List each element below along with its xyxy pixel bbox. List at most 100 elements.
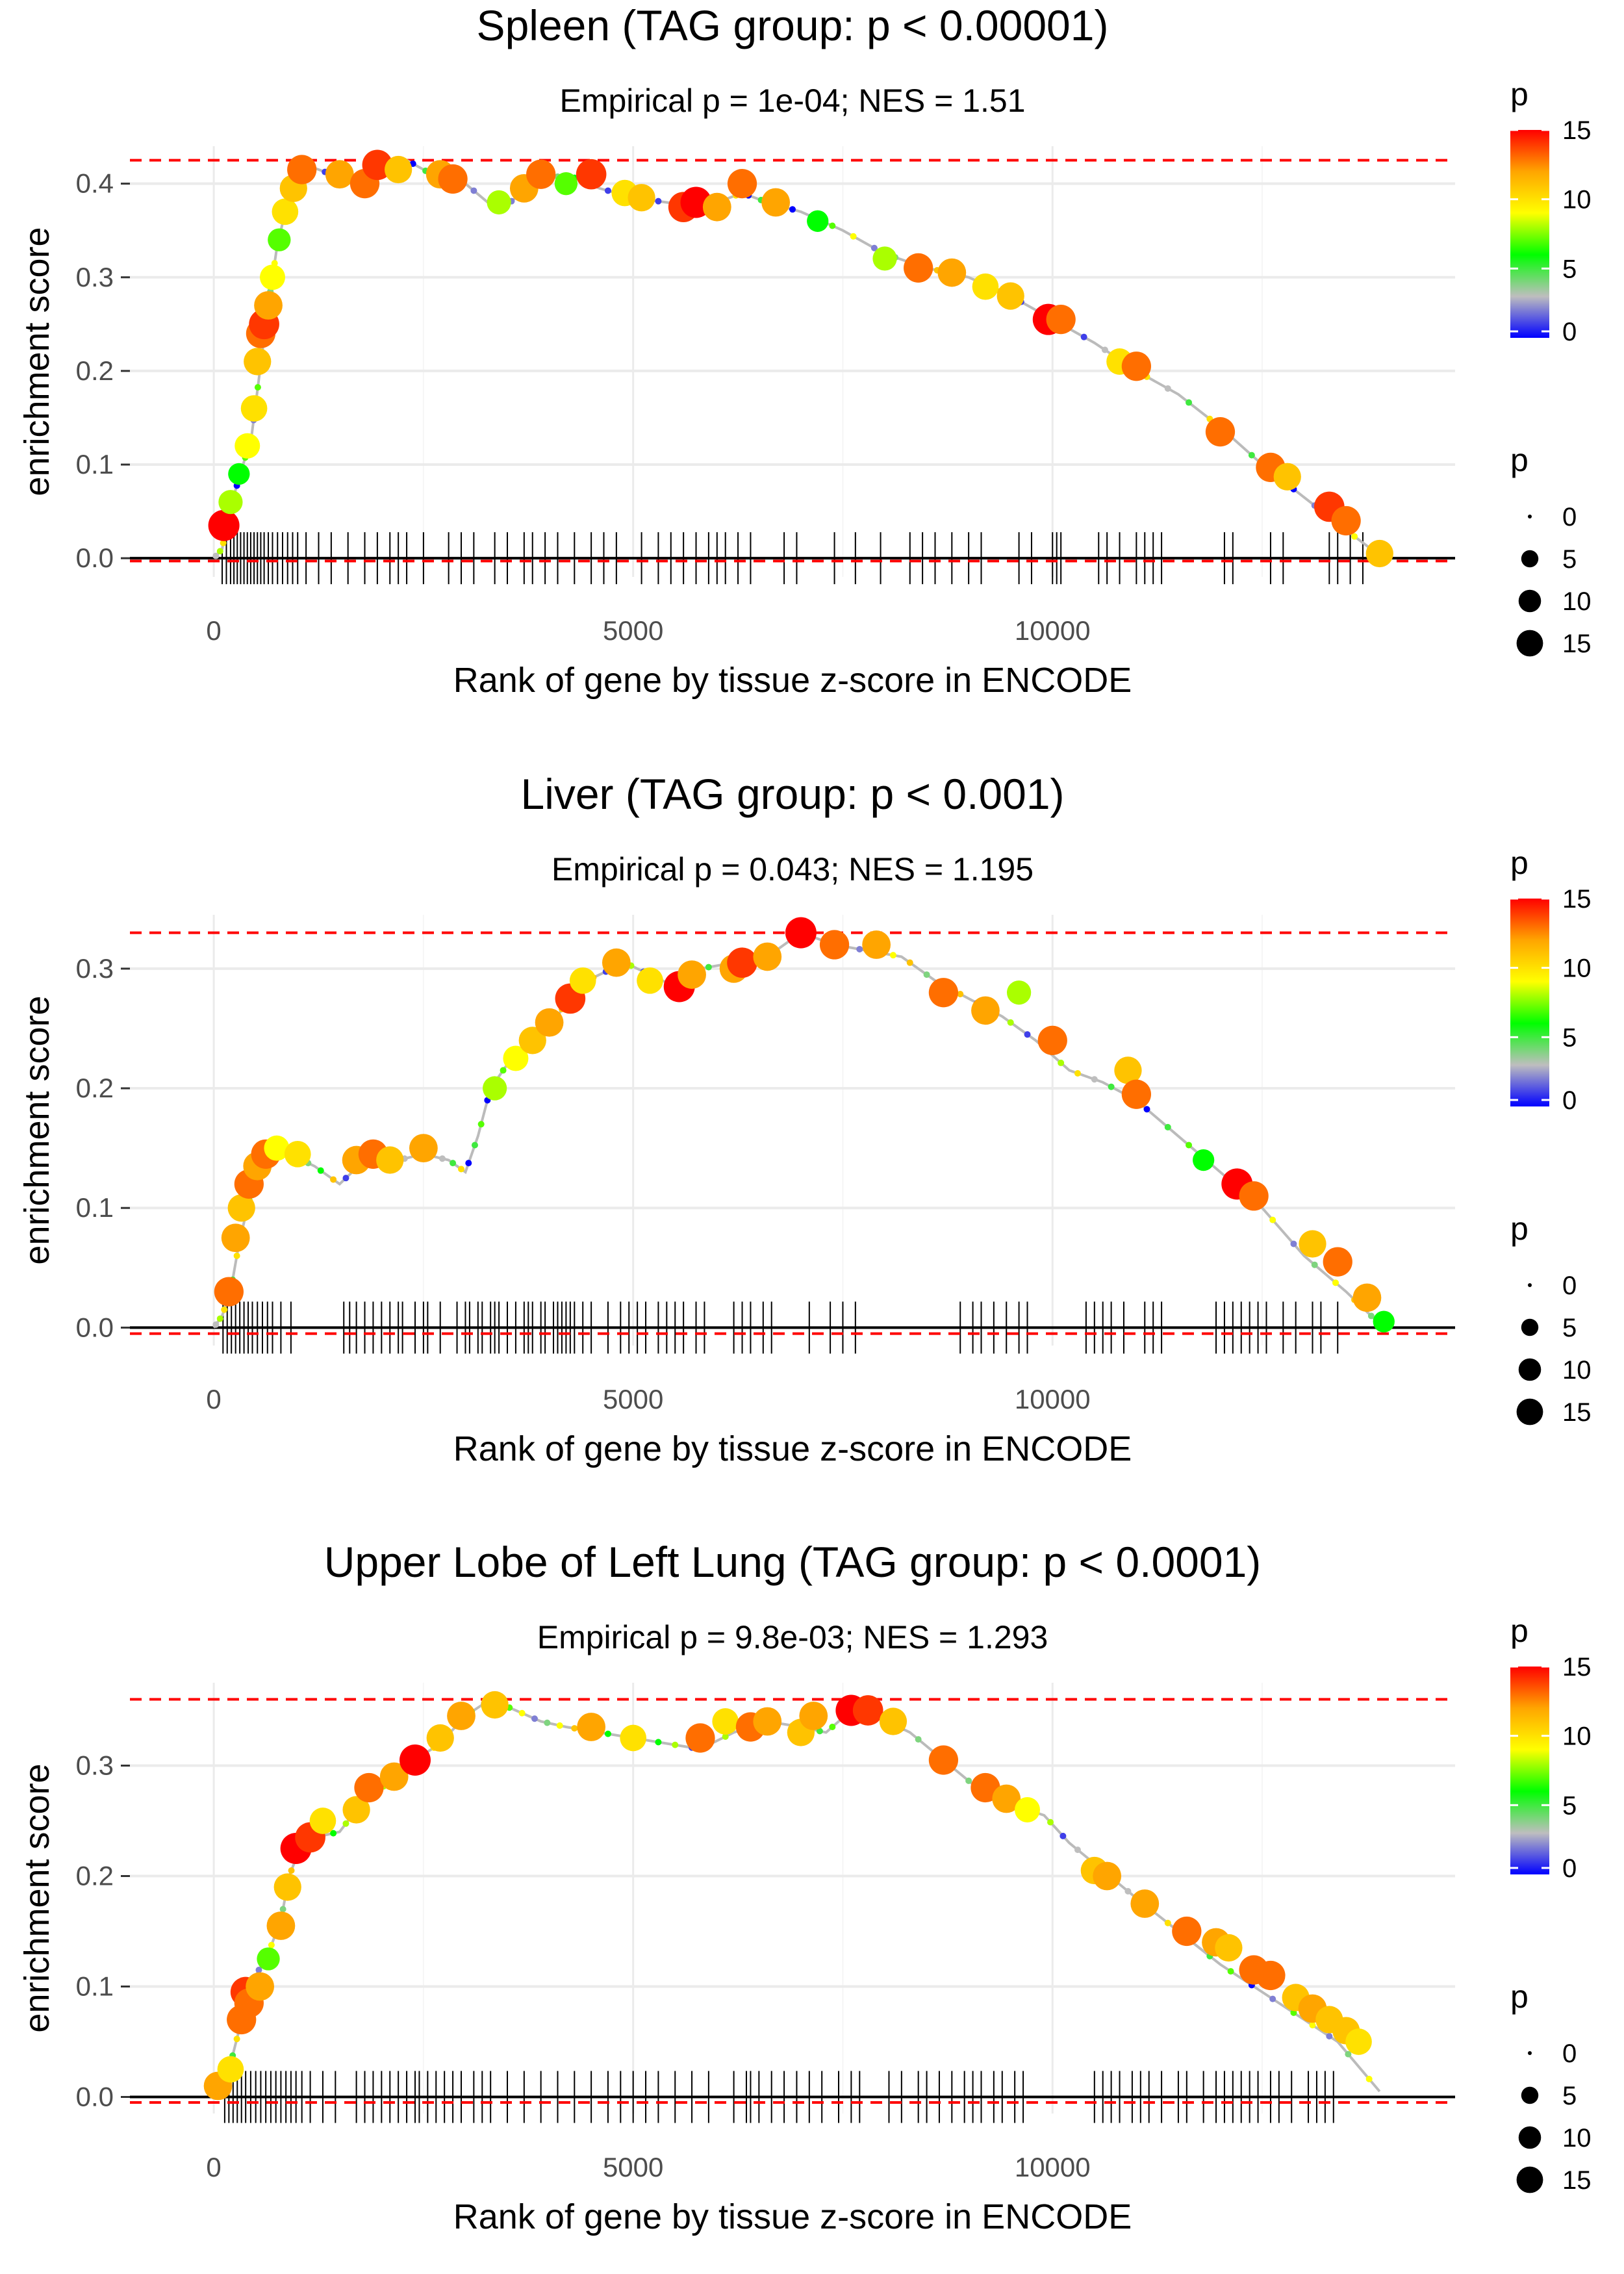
curve-dot [1186,399,1193,406]
data-point [1256,1960,1286,1991]
chart-title: Spleen (TAG group: p < 0.00001) [477,1,1109,49]
curve-dot [1351,533,1358,540]
color-legend-label: 15 [1562,885,1592,913]
data-point [1299,1230,1326,1258]
x-tick-label: 10000 [1015,1384,1091,1414]
data-point [1273,463,1301,491]
size-legend-label: 15 [1562,630,1592,658]
data-point [799,1702,828,1730]
curve-dot [1164,1123,1171,1131]
curve-dot [870,244,878,251]
data-point [872,246,897,271]
curve-dot [518,1709,526,1717]
curve-dot [1269,1216,1276,1223]
x-axis-title: Rank of gene by tissue z-score in ENCODE [453,1429,1132,1468]
data-point [254,291,283,320]
curve-dot [1101,346,1108,353]
size-legend-dot [1521,2086,1539,2104]
data-point [1121,351,1151,381]
curve-dot [1164,385,1171,392]
chart-title: Liver (TAG group: p < 0.001) [520,770,1064,818]
size-legend-label: 15 [1562,1398,1592,1427]
y-tick-label: 0.3 [76,1750,114,1781]
curve-dot [1311,1261,1318,1268]
curve-dot [220,539,227,546]
data-point [1015,1797,1041,1822]
data-point [852,1695,883,1726]
data-point [235,433,260,459]
data-point [928,1745,959,1775]
curve-dot [1186,1142,1193,1149]
data-point [246,1972,275,2001]
x-tick-label: 5000 [603,615,663,646]
curve-dot [1332,1279,1339,1286]
size-legend-title: p [1510,1978,1529,2015]
x-tick-label: 0 [206,2152,221,2182]
data-point [385,155,412,184]
size-legend-label: 5 [1562,1314,1577,1342]
color-bar [1510,1667,1549,1874]
curve-dot [556,1722,563,1729]
curve-dot [1091,1076,1098,1083]
curve-dot [458,1166,464,1173]
size-legend-dot [1518,589,1542,613]
size-legend-label: 5 [1562,2082,1577,2110]
curve-dot [1227,1968,1234,1975]
gridlines [130,915,1455,1346]
curve-dot [965,1777,972,1784]
data-point [518,1027,546,1054]
data-point [257,1947,280,1971]
curve-dot [1047,1819,1054,1826]
color-legend-label: 0 [1562,1854,1577,1883]
data-point [481,1691,509,1719]
data-point [753,942,782,971]
size-legend-dot [1528,2051,1532,2055]
size-legend-dot [1521,550,1539,568]
color-legend-title: p [1510,76,1529,112]
data-point [807,210,829,232]
curve-dot [957,991,964,998]
curve-dot [254,384,261,391]
data-point [928,978,959,1008]
data-point [1365,539,1393,568]
curve-dot [1074,1846,1081,1854]
color-bar [1510,899,1549,1106]
color-legend-label: 5 [1562,255,1577,283]
curve-dot [816,1728,823,1735]
data-point [325,160,354,189]
size-legend-label: 0 [1562,1271,1577,1300]
curve-dot [889,952,896,959]
data-point [376,1146,404,1174]
curve-dot [465,1160,472,1167]
color-bar [1510,130,1549,338]
curve-dot [216,548,223,555]
data-point [483,1076,507,1101]
curve-dot [1269,1995,1276,2002]
data-point [266,1911,296,1940]
size-legend-title: p [1510,1210,1529,1247]
data-point [221,1223,250,1253]
data-point [712,1708,739,1735]
size-legend-dot [1528,1283,1532,1287]
data-point [503,1045,529,1071]
color-legend-title: p [1510,1613,1529,1649]
size-legend-dot [1518,2126,1542,2149]
x-tick-label: 5000 [603,2152,663,2182]
data-point [287,155,317,185]
data-point [727,947,757,978]
curve-dot [212,552,220,559]
data-point [554,172,578,196]
data-point [354,1772,384,1803]
curve-dot [1367,1312,1375,1320]
curve-dot [1345,2050,1352,2058]
data-point [992,1784,1021,1813]
data-point [240,395,268,422]
color-legend-label: 0 [1562,318,1577,346]
curve-dot [342,1175,349,1182]
curve-dot [1124,1887,1132,1895]
data-point [260,264,285,290]
data-point [637,967,663,994]
data-point [1352,1283,1382,1312]
curve-dot [1143,1106,1150,1113]
curve-dots [212,932,1375,1328]
